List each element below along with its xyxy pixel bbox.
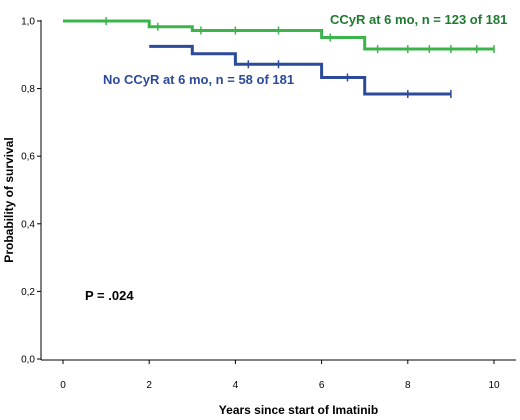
ccyr-series-label: CCyR at 6 mo, n = 123 of 181 — [330, 12, 507, 27]
y-axis-title: Probability of survival — [2, 137, 16, 262]
y-tick-label: 0,0 — [21, 355, 35, 366]
x-tick-label: 8 — [405, 380, 411, 391]
y-tick-label: 0,4 — [21, 219, 35, 230]
y-tick-label: 0,8 — [21, 84, 35, 95]
x-tick-label: 10 — [488, 380, 500, 391]
x-tick-label: 6 — [319, 380, 325, 391]
y-tick-label: 1,0 — [21, 17, 35, 28]
x-tick-label: 0 — [60, 380, 66, 391]
ticks-group: 0,0 0,2 0,4 0,6 0,8 1,0 0 2 4 6 8 10 — [21, 17, 500, 392]
x-axis-title: Years since start of Imatinib — [219, 403, 378, 417]
no-ccyr-series-label: No CCyR at 6 mo, n = 58 of 181 — [103, 72, 294, 87]
ccyr-survival-line — [63, 19, 494, 51]
y-tick-label: 0,2 — [21, 287, 35, 298]
x-tick-label: 4 — [233, 380, 239, 391]
plot-area — [63, 17, 495, 99]
y-tick-label: 0,6 — [21, 152, 35, 163]
x-tick-label: 2 — [146, 380, 152, 391]
p-value-label: P = .024 — [85, 288, 134, 303]
axes-group — [40, 20, 516, 361]
